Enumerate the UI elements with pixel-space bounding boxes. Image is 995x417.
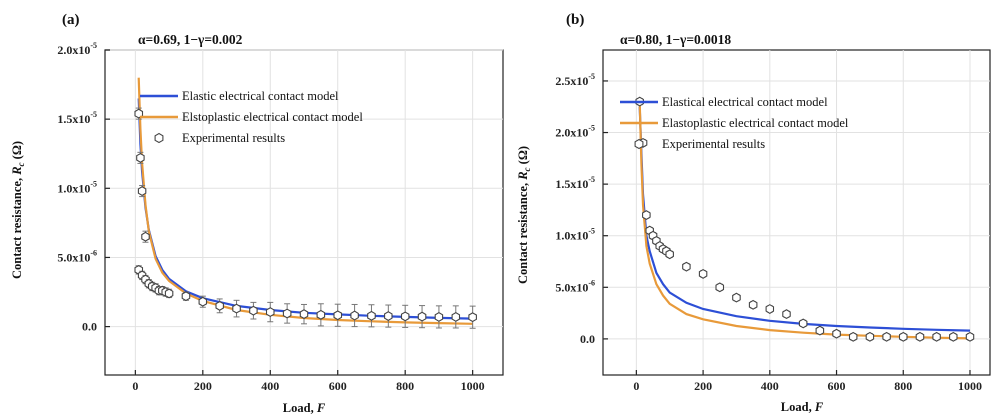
data-point [136,152,145,163]
data-point [915,331,925,342]
data-point [932,331,941,342]
x-tick-label: 1000 [461,379,485,393]
panel-b: (b) α=0.80, 1−γ=0.0018 0 200 400 600 800 1000… [516,12,991,414]
data-point [299,309,309,320]
series-layer [635,96,975,342]
y-tick-label: 2.0x10-5 [57,41,97,57]
legend-label: Elastical electrical contact model [662,95,828,109]
parameters-label: α=0.80, 1−γ=0.0018 [620,32,731,47]
data-point [417,311,427,322]
x-tick-label: 400 [761,379,779,393]
y-tick-label: 5.0x10-6 [555,278,595,294]
x-tick-label: 600 [828,379,846,393]
y-tick-label: 1.5x10-5 [555,175,595,191]
y-tick-label: 1.0x10-5 [555,227,595,243]
y-tick-label: 1.5x10-5 [57,110,97,126]
data-point [832,328,841,339]
x-tick-label: 400 [261,379,279,393]
data-point [698,268,708,279]
panel-a: (a) α=0.69, 1−γ=0.002 0 200 400 600 800 10000… [10,12,504,415]
legend-label: Experimental results [662,137,765,151]
legend-swatch [154,132,164,144]
legend-swatch [634,138,644,150]
data-point [232,303,241,314]
data-point [765,304,775,314]
y-tick-label: 2.5x10-5 [555,72,595,88]
data-point [965,331,975,342]
data-point [134,108,144,119]
legend-label: Experimental results [182,131,285,145]
legend-label: Elastoplastic electrical contact model [662,116,849,130]
data-point [782,309,791,320]
series-line-1 [638,101,971,340]
y-tick-label: 2.0x10-5 [555,124,595,140]
x-tick-label: 200 [194,379,212,393]
x-tick-label: 800 [894,379,912,393]
y-tick-label: 0.0 [82,320,97,334]
x-tick-label: 0 [633,379,639,393]
legend: Elastical electrical contact model Elasto… [620,95,849,151]
data-point [367,310,376,321]
y-tick-label: 0.0 [580,332,595,346]
data-point [350,310,359,321]
x-tick-label: 200 [694,379,712,393]
x-tick-label: 600 [329,379,347,393]
y-tick-label: 5.0x10-6 [57,248,97,264]
legend: Elastic electrical contact model Elstopla… [140,89,363,145]
data-point [665,249,674,260]
y-tick-label: 1.0x10-5 [57,179,97,195]
y-axis-title: Contact resistance, Rc (Ω) [10,141,26,279]
data-point [249,305,258,316]
data-point [798,318,808,329]
data-point [748,299,758,310]
data-point [265,307,275,318]
data-point [316,309,326,320]
ticks: 0 200 400 600 800 1000 0.0 5.0x10-6 1.0x10-5 1.5x… [57,41,484,393]
data-point [642,210,651,221]
data-point [468,312,477,323]
data-point [215,300,224,311]
x-tick-label: 0 [132,379,138,393]
data-point [682,261,691,272]
data-point [137,186,147,197]
parameters-label: α=0.69, 1−γ=0.002 [138,32,243,47]
data-point [181,291,191,302]
x-axis-title: Load, F [781,400,824,414]
data-point [815,325,825,336]
data-point [848,331,858,342]
y-axis-title: Contact resistance, Rc (Ω) [516,146,532,284]
data-point [865,331,875,342]
data-point [141,231,150,242]
data-point [333,310,343,321]
panel-label: (a) [62,12,80,28]
data-point [949,331,958,342]
x-tick-label: 800 [396,379,414,393]
series-line-1 [137,77,473,325]
data-point [451,311,461,322]
ticks: 0 200 400 600 800 1000 0.0 5.0x10-6 1.0x10-5 1.5x… [555,72,982,393]
data-point [882,331,891,342]
data-point [198,296,208,307]
data-point [732,292,741,303]
legend-label: Elastic electrical contact model [182,89,339,103]
panel-label: (b) [566,12,584,28]
series-layer [134,77,477,329]
x-axis-title: Load, F [283,401,326,415]
data-point [715,282,725,293]
data-point [434,311,444,322]
data-point [384,311,393,322]
plot-area [602,49,991,376]
data-point [164,288,174,299]
data-point [282,308,292,319]
legend-label: Elstoplastic electrical contact model [182,110,363,124]
data-point [400,311,410,322]
data-point [898,331,908,342]
x-tick-label: 1000 [958,379,982,393]
